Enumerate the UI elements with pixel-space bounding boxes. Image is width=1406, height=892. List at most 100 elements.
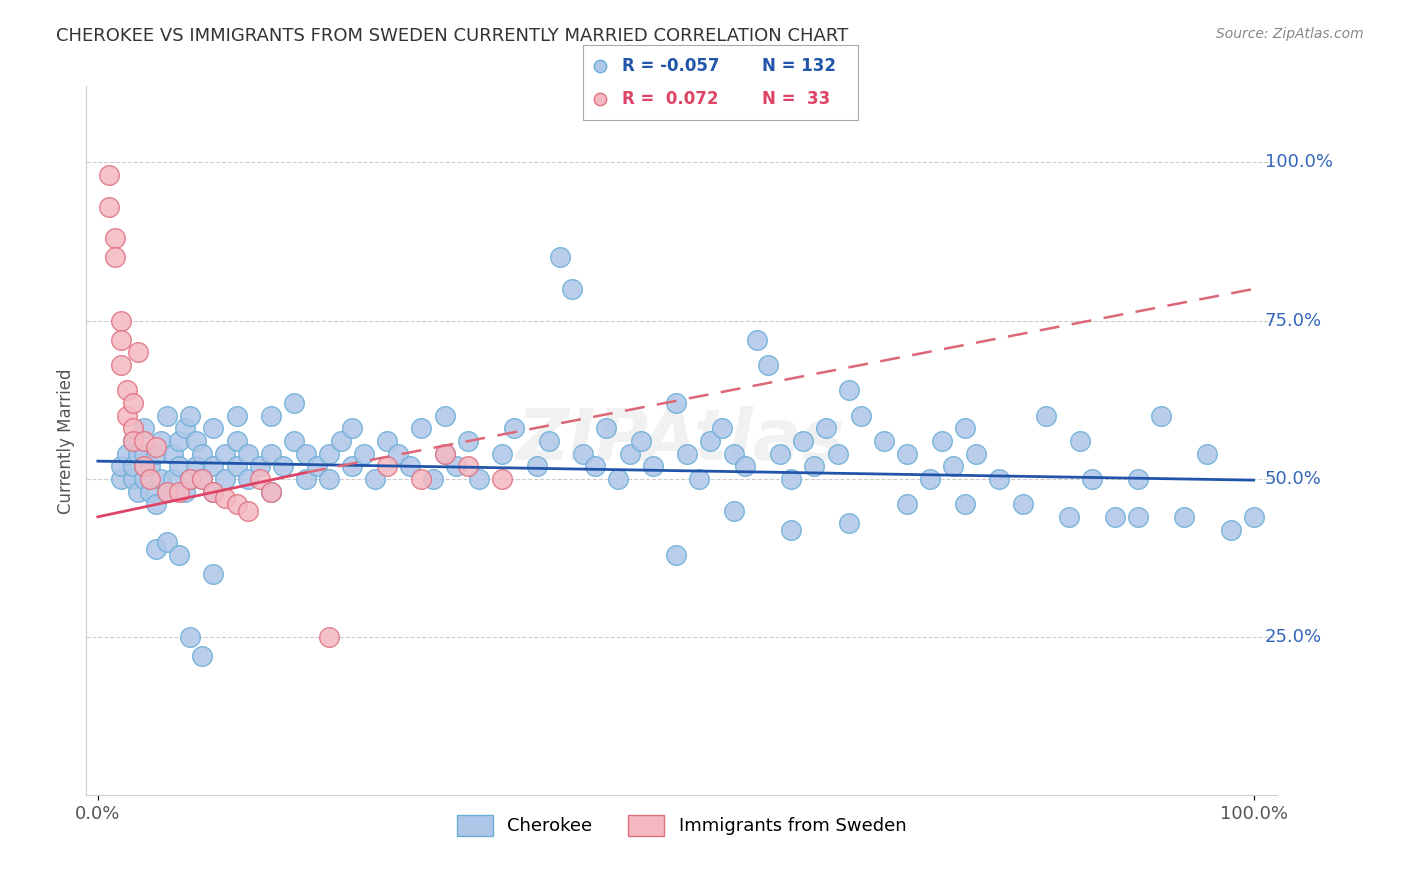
Point bbox=[139, 459, 162, 474]
Point bbox=[838, 516, 860, 531]
Point bbox=[110, 333, 132, 347]
Point bbox=[422, 472, 444, 486]
Point bbox=[491, 472, 513, 486]
Point bbox=[121, 421, 143, 435]
Point bbox=[236, 446, 259, 460]
Point bbox=[340, 459, 363, 474]
Text: Source: ZipAtlas.com: Source: ZipAtlas.com bbox=[1216, 27, 1364, 41]
Point bbox=[173, 484, 195, 499]
Point bbox=[918, 472, 941, 486]
Point bbox=[127, 484, 149, 499]
Text: N =  33: N = 33 bbox=[762, 90, 830, 108]
Point bbox=[225, 409, 247, 423]
Point bbox=[249, 472, 271, 486]
Point bbox=[115, 446, 138, 460]
Point bbox=[548, 250, 571, 264]
Point bbox=[803, 459, 825, 474]
Point bbox=[145, 497, 167, 511]
Point bbox=[931, 434, 953, 448]
Text: 75.0%: 75.0% bbox=[1265, 311, 1322, 330]
Point bbox=[236, 472, 259, 486]
Point bbox=[444, 459, 467, 474]
Point bbox=[815, 421, 838, 435]
Text: R = -0.057: R = -0.057 bbox=[621, 57, 720, 75]
Point bbox=[110, 472, 132, 486]
Point bbox=[364, 472, 387, 486]
Point bbox=[1126, 509, 1149, 524]
Point bbox=[583, 459, 606, 474]
Point bbox=[167, 434, 190, 448]
Point bbox=[433, 446, 456, 460]
Point bbox=[340, 421, 363, 435]
Text: R =  0.072: R = 0.072 bbox=[621, 90, 718, 108]
Point bbox=[1150, 409, 1173, 423]
Point bbox=[665, 396, 688, 410]
Point bbox=[156, 535, 179, 549]
Point bbox=[132, 421, 155, 435]
Point bbox=[1197, 446, 1219, 460]
Point bbox=[271, 459, 294, 474]
Point bbox=[399, 459, 422, 474]
Point bbox=[179, 409, 201, 423]
Point bbox=[225, 497, 247, 511]
Point bbox=[641, 459, 664, 474]
Point bbox=[283, 434, 305, 448]
Point bbox=[468, 472, 491, 486]
Point bbox=[896, 446, 918, 460]
Point bbox=[121, 396, 143, 410]
Text: CHEROKEE VS IMMIGRANTS FROM SWEDEN CURRENTLY MARRIED CORRELATION CHART: CHEROKEE VS IMMIGRANTS FROM SWEDEN CURRE… bbox=[56, 27, 848, 45]
Point bbox=[491, 446, 513, 460]
Point bbox=[127, 446, 149, 460]
Point bbox=[318, 630, 340, 644]
Point bbox=[411, 421, 433, 435]
Point bbox=[132, 446, 155, 460]
Point bbox=[295, 446, 318, 460]
Point bbox=[260, 446, 283, 460]
Point bbox=[1069, 434, 1091, 448]
Point bbox=[1057, 509, 1080, 524]
Point bbox=[214, 472, 236, 486]
Point bbox=[688, 472, 710, 486]
Point bbox=[503, 421, 526, 435]
Point bbox=[156, 409, 179, 423]
Point bbox=[838, 383, 860, 397]
Point bbox=[132, 459, 155, 474]
Point bbox=[457, 459, 479, 474]
Point bbox=[295, 472, 318, 486]
Point bbox=[98, 200, 121, 214]
Point bbox=[150, 472, 173, 486]
Point bbox=[572, 446, 595, 460]
Point bbox=[115, 409, 138, 423]
Point bbox=[375, 434, 398, 448]
Point bbox=[1104, 509, 1126, 524]
Point bbox=[630, 434, 652, 448]
Text: ZIPAtlas: ZIPAtlas bbox=[517, 407, 846, 475]
Point bbox=[595, 421, 617, 435]
Point bbox=[139, 484, 162, 499]
Point bbox=[202, 566, 225, 581]
Point bbox=[387, 446, 409, 460]
Point bbox=[873, 434, 896, 448]
Point bbox=[723, 446, 745, 460]
Point bbox=[827, 446, 849, 460]
Point bbox=[121, 434, 143, 448]
Point bbox=[942, 459, 965, 474]
Point bbox=[121, 434, 143, 448]
Point bbox=[167, 548, 190, 562]
Point bbox=[353, 446, 375, 460]
Point bbox=[225, 459, 247, 474]
Point bbox=[202, 421, 225, 435]
Point bbox=[589, 92, 612, 106]
Point bbox=[179, 472, 201, 486]
Point bbox=[132, 459, 155, 474]
Point bbox=[561, 282, 583, 296]
Point bbox=[104, 231, 127, 245]
Point bbox=[375, 459, 398, 474]
Point bbox=[953, 497, 976, 511]
Y-axis label: Currently Married: Currently Married bbox=[58, 368, 75, 514]
Point bbox=[723, 503, 745, 517]
Point bbox=[156, 484, 179, 499]
Point bbox=[202, 459, 225, 474]
Point bbox=[457, 434, 479, 448]
Point bbox=[676, 446, 699, 460]
